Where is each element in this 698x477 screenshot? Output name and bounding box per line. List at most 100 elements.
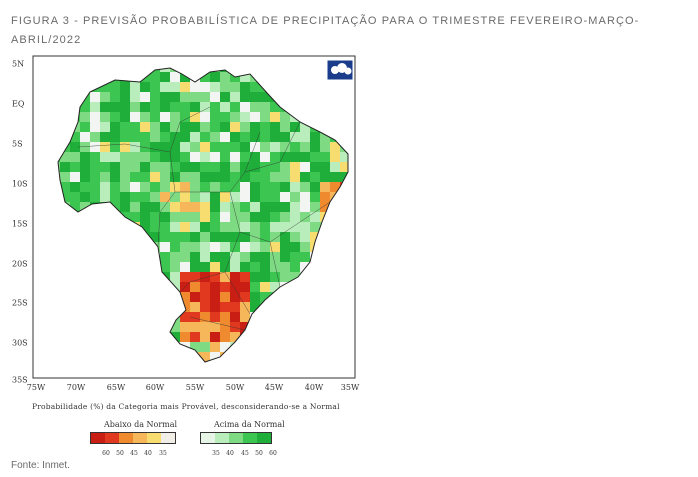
probability-cell: [240, 212, 250, 222]
probability-cell: [200, 152, 210, 162]
probability-cell: [60, 172, 70, 182]
probability-cell: [250, 82, 260, 92]
probability-cell: [170, 232, 180, 242]
probability-cell: [190, 92, 200, 102]
probability-cell: [190, 342, 200, 352]
probability-cell: [100, 132, 110, 142]
probability-cell: [70, 192, 80, 202]
probability-cell: [270, 102, 280, 112]
probability-cell: [320, 182, 330, 192]
probability-cell: [90, 152, 100, 162]
probability-cell: [250, 102, 260, 112]
probability-cell: [220, 232, 230, 242]
probability-cell: [230, 132, 240, 142]
probability-cell: [100, 122, 110, 132]
lon-label: 60W: [145, 383, 165, 392]
probability-cell: [230, 282, 240, 292]
probability-cell: [210, 112, 220, 122]
probability-cell: [280, 202, 290, 212]
probability-cell: [70, 182, 80, 192]
probability-cell: [90, 192, 100, 202]
probability-cell: [180, 92, 190, 102]
probability-cell: [170, 82, 180, 92]
probability-cell: [150, 212, 160, 222]
lon-label: 40W: [304, 383, 324, 392]
probability-cell: [220, 252, 230, 262]
probability-cell: [210, 242, 220, 252]
probability-cell: [300, 142, 310, 152]
probability-cell: [220, 302, 230, 312]
probability-cell: [260, 92, 270, 102]
probability-cell: [140, 102, 150, 112]
probability-cell: [240, 142, 250, 152]
probability-cell: [210, 132, 220, 142]
lat-label: 30S: [12, 338, 28, 348]
probability-cell: [330, 152, 340, 162]
probability-cell: [140, 182, 150, 192]
probability-cell: [180, 182, 190, 192]
probability-cell: [290, 262, 300, 272]
probability-cell: [250, 92, 260, 102]
lat-label: 5S: [12, 139, 23, 149]
probability-cell: [240, 172, 250, 182]
probability-cell: [260, 252, 270, 262]
legend-swatch-below: [105, 433, 119, 443]
probability-cell: [130, 212, 140, 222]
state-borders: [77, 106, 331, 331]
probability-cell: [170, 332, 180, 342]
probability-cell: [300, 252, 310, 262]
probability-cell: [60, 162, 70, 172]
lon-label: 65W: [106, 383, 126, 392]
probability-cell: [140, 92, 150, 102]
probability-cell: [280, 192, 290, 202]
probability-cell: [280, 122, 290, 132]
probability-cell: [210, 142, 220, 152]
probability-cell: [290, 122, 300, 132]
probability-cell: [160, 232, 170, 242]
probability-cell: [260, 292, 270, 302]
probability-cell: [240, 232, 250, 242]
source-note: Fonte: Inmet.: [11, 460, 70, 471]
probability-cell: [90, 132, 100, 142]
probability-cell: [270, 152, 280, 162]
probability-cell: [160, 212, 170, 222]
probability-cell: [220, 282, 230, 292]
legend-swatch-below: [147, 433, 161, 443]
probability-cell: [200, 202, 210, 212]
probability-cell: [230, 102, 240, 112]
probability-cell: [210, 102, 220, 112]
probability-cell: [250, 242, 260, 252]
probability-cell: [250, 262, 260, 272]
probability-cell: [120, 202, 130, 212]
probability-cell: [160, 242, 170, 252]
probability-cell: [250, 272, 260, 282]
legend-tick-below: 45: [130, 450, 138, 457]
probability-cell: [180, 242, 190, 252]
figure-caption: FIGURA 3 - PREVISÃO PROBABILÍSTICA DE PR…: [11, 15, 640, 46]
probability-cell: [280, 232, 290, 242]
probability-cell: [200, 72, 210, 82]
probability-cell: [210, 162, 220, 172]
probability-cell: [110, 122, 120, 132]
probability-cell: [190, 112, 200, 122]
probability-cell: [140, 202, 150, 212]
probability-cell: [300, 232, 310, 242]
probability-cell: [200, 342, 210, 352]
probability-cell: [200, 102, 210, 112]
probability-cell: [230, 182, 240, 192]
probability-cell: [150, 122, 160, 132]
probability-cell: [300, 152, 310, 162]
probability-cell: [80, 102, 90, 112]
probability-cell: [210, 232, 220, 242]
probability-cell: [310, 232, 320, 242]
probability-cell: [210, 332, 220, 342]
legend-swatch-below: [133, 433, 147, 443]
probability-cell: [130, 132, 140, 142]
probability-cell: [130, 192, 140, 202]
legend-tick-below: 40: [144, 450, 152, 457]
probability-cell: [330, 172, 340, 182]
probability-cell: [180, 162, 190, 172]
probability-cell: [290, 172, 300, 182]
probability-cell: [120, 162, 130, 172]
probability-cell: [300, 222, 310, 232]
